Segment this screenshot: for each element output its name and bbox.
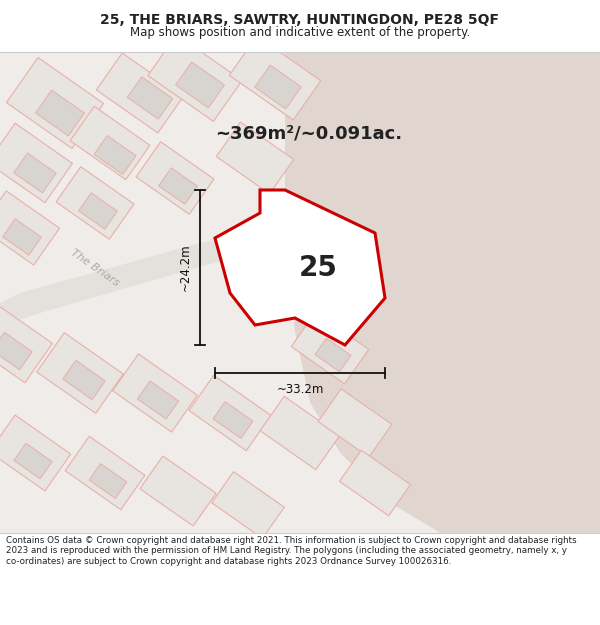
- Polygon shape: [315, 338, 351, 372]
- Polygon shape: [0, 123, 73, 202]
- Polygon shape: [254, 65, 301, 109]
- Polygon shape: [7, 58, 104, 149]
- Polygon shape: [0, 415, 71, 491]
- Polygon shape: [158, 168, 197, 204]
- Polygon shape: [340, 450, 410, 516]
- Polygon shape: [79, 192, 118, 229]
- Polygon shape: [213, 402, 253, 438]
- Polygon shape: [260, 396, 340, 470]
- Polygon shape: [113, 354, 197, 432]
- Polygon shape: [176, 62, 224, 108]
- Polygon shape: [0, 52, 440, 533]
- Polygon shape: [215, 190, 385, 345]
- Text: 25: 25: [299, 254, 337, 282]
- Text: ~33.2m: ~33.2m: [277, 383, 323, 396]
- Polygon shape: [189, 376, 271, 451]
- Polygon shape: [212, 472, 284, 538]
- Polygon shape: [140, 456, 216, 526]
- Text: ~24.2m: ~24.2m: [179, 244, 192, 291]
- Polygon shape: [14, 443, 52, 479]
- Polygon shape: [229, 36, 321, 120]
- Polygon shape: [127, 77, 173, 119]
- Polygon shape: [217, 122, 293, 194]
- Polygon shape: [137, 381, 179, 419]
- Polygon shape: [0, 223, 310, 323]
- Polygon shape: [70, 106, 150, 180]
- Polygon shape: [65, 436, 145, 510]
- Polygon shape: [285, 52, 600, 533]
- Polygon shape: [35, 90, 85, 136]
- Text: Map shows position and indicative extent of the property.: Map shows position and indicative extent…: [130, 26, 470, 39]
- Polygon shape: [0, 303, 52, 382]
- Text: The Briars: The Briars: [69, 248, 121, 288]
- Polygon shape: [97, 53, 184, 133]
- Polygon shape: [56, 167, 134, 239]
- Text: ~369m²/~0.091ac.: ~369m²/~0.091ac.: [215, 124, 402, 142]
- Polygon shape: [148, 34, 242, 121]
- Polygon shape: [136, 142, 214, 214]
- Polygon shape: [292, 312, 368, 384]
- Polygon shape: [2, 219, 41, 255]
- Text: 25, THE BRIARS, SAWTRY, HUNTINGDON, PE28 5QF: 25, THE BRIARS, SAWTRY, HUNTINGDON, PE28…: [101, 13, 499, 27]
- Polygon shape: [89, 464, 127, 498]
- Polygon shape: [318, 389, 392, 457]
- Polygon shape: [37, 332, 123, 413]
- Polygon shape: [0, 191, 59, 265]
- Polygon shape: [62, 360, 106, 400]
- Polygon shape: [14, 153, 56, 193]
- Text: Contains OS data © Crown copyright and database right 2021. This information is : Contains OS data © Crown copyright and d…: [6, 536, 577, 566]
- Polygon shape: [94, 136, 136, 174]
- Polygon shape: [0, 332, 32, 370]
